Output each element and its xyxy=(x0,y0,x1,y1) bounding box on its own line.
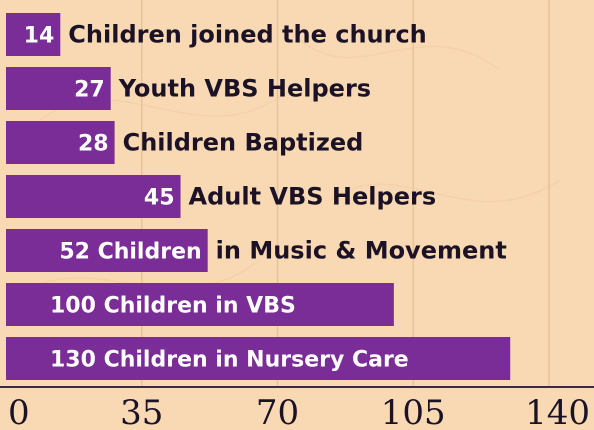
bars-group xyxy=(6,13,511,380)
bar-category-label: Youth VBS Helpers xyxy=(118,75,371,103)
bar-value-label: 100 Children in VBS xyxy=(50,294,296,319)
bar-value-label: 27 xyxy=(74,78,105,103)
x-tick-label: 70 xyxy=(256,393,299,430)
bar-category-label: in Music & Movement xyxy=(216,237,507,265)
bar xyxy=(6,229,208,272)
x-tick-label: 140 xyxy=(525,393,590,430)
bar xyxy=(6,175,181,218)
bar xyxy=(6,121,115,164)
bar-value-label: 14 xyxy=(24,24,55,49)
bar-labels-group: 14 Children joined the church 27 Youth VBS … xyxy=(24,21,507,373)
bar xyxy=(6,13,61,56)
bar-value-label: 45 xyxy=(144,186,175,211)
bar-value-label: 28 xyxy=(78,132,109,157)
bar-value-label: 52 Children xyxy=(59,240,201,265)
bar xyxy=(6,337,511,380)
bar-value-label: 130 Children in Nursery Care xyxy=(50,348,409,373)
bar-category-label: Children joined the church xyxy=(68,21,426,49)
x-tick-label: 35 xyxy=(120,393,163,430)
decor-swirl xyxy=(299,39,501,71)
bar xyxy=(6,283,394,326)
bar-category-label: Children Baptized xyxy=(123,129,364,157)
x-tick-label: 105 xyxy=(381,393,446,430)
x-tick-label: 0 xyxy=(8,393,30,430)
bar xyxy=(6,67,111,110)
bar-category-label: Adult VBS Helpers xyxy=(189,183,437,211)
x-tick-labels: 0 35 70 105 140 xyxy=(8,393,590,430)
decor-swirl xyxy=(329,179,561,203)
